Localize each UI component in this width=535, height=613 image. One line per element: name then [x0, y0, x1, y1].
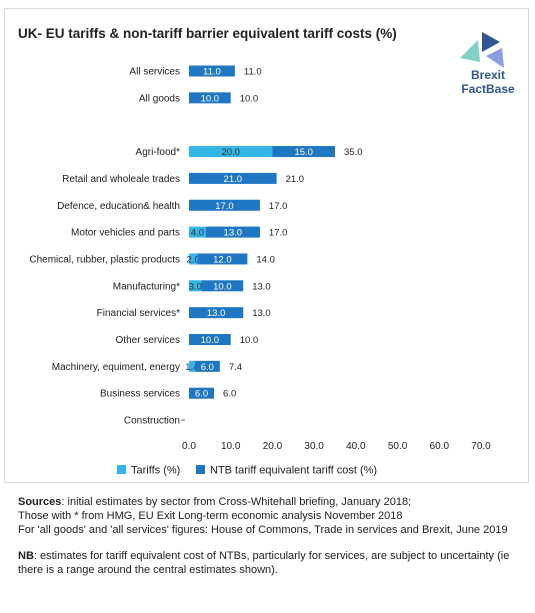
total-label-0: 11.0: [244, 67, 262, 78]
sources-text: : initial estimates by sector from Cross…: [61, 496, 412, 508]
data-label-ntb-tariff-equivalent-tariff-cost-3: 15.0: [294, 147, 313, 158]
x-tick-label-1: 10.0: [221, 441, 241, 452]
total-label-12: 6.0: [223, 389, 236, 400]
bar-tariffs-7: [189, 253, 198, 265]
category-label-all-services: All services: [129, 67, 180, 78]
bar-ntb-tariff-equivalent-tariff-cost-12: [189, 387, 215, 399]
category-label-motor-vehicles-and-parts: Motor vehicles and parts: [71, 228, 180, 239]
nb-text: : estimates for tariff equivalent cost o…: [18, 550, 510, 576]
bar-ntb-tariff-equivalent-tariff-cost-5: [189, 199, 260, 211]
data-label-ntb-tariff-equivalent-tariff-cost-8: 10.0: [213, 281, 232, 292]
x-tick-label-7: 70.0: [471, 441, 491, 452]
data-label-ntb-tariff-equivalent-tariff-cost-5: 17.0: [215, 201, 234, 212]
bar-ntb-tariff-equivalent-tariff-cost-11: [194, 360, 220, 372]
total-label-4: 21.0: [286, 174, 305, 185]
data-label-ntb-tariff-equivalent-tariff-cost-7: 12.0: [213, 254, 232, 265]
bars: 11.0 11.0 10.0 10.0 20.0 15.0 35.0 21.0 21.0 17.0…: [185, 65, 363, 400]
total-label-5: 17.0: [269, 201, 288, 212]
category-labels: All services All goods Agri-food* Retail an…: [29, 67, 185, 427]
logo-line-1: Brexit: [470, 68, 505, 82]
bar-ntb-tariff-equivalent-tariff-cost-8: [201, 280, 244, 292]
data-label-tariffs-8: 3.0: [189, 281, 202, 292]
category-label-retail-and-wholeale-trades: Retail and wholeale trades: [62, 174, 180, 185]
category-label-all-goods: All goods: [139, 93, 180, 104]
legend-label-tariffs: Tariffs (%): [131, 465, 180, 477]
chart-title: UK- EU tariffs & non-tariff barrier equi…: [18, 26, 397, 41]
bar-tariffs-6: [189, 226, 206, 238]
category-label-chemical-rubber-plastic-products: Chemical, rubber, plastic products: [29, 254, 180, 265]
category-label-construction: Construction: [124, 416, 180, 427]
data-label-ntb-tariff-equivalent-tariff-cost-10: 10.0: [201, 335, 220, 346]
category-label-manufacturing: Manufacturing*: [113, 281, 180, 292]
bar-ntb-tariff-equivalent-tariff-cost-6: [205, 226, 260, 238]
source-notes: Sources: initial estimates by sector fro…: [18, 495, 518, 577]
total-label-9: 13.0: [252, 308, 271, 319]
x-tick-label-6: 60.0: [430, 441, 450, 452]
total-label-6: 17.0: [269, 228, 288, 239]
category-label-defence-education-health: Defence, education& health: [57, 201, 180, 212]
x-axis-ticks: 0.0 10.0 20.0 30.0 40.0 50.0 60.0 70.0: [182, 441, 491, 452]
total-label-7: 14.0: [256, 254, 275, 265]
bar-tariffs-3: [189, 146, 273, 158]
data-label-ntb-tariff-equivalent-tariff-cost-4: 21.0: [224, 174, 243, 185]
data-label-ntb-tariff-equivalent-tariff-cost-11: 6.0: [201, 362, 214, 373]
sources-line: Sources: initial estimates by sector fro…: [18, 495, 518, 509]
data-label-tariffs-7: 2.0: [187, 254, 200, 265]
x-tick-label-2: 20.0: [263, 441, 283, 452]
total-label-1: 10.0: [240, 93, 259, 104]
total-label-3: 35.0: [344, 147, 363, 158]
x-tick-label-3: 30.0: [304, 441, 324, 452]
legend-swatch-ntb-tariff-equivalent-tariff-cost: [196, 465, 205, 474]
legend-swatch-tariffs: [117, 465, 126, 474]
data-label-tariffs-3: 20.0: [221, 147, 240, 158]
category-label-other-services: Other services: [116, 335, 180, 346]
data-label-ntb-tariff-equivalent-tariff-cost-9: 13.0: [207, 308, 226, 319]
data-label-tariffs-6: 4.0: [191, 228, 204, 239]
bar-ntb-tariff-equivalent-tariff-cost-0: [189, 65, 235, 77]
x-tick-label-4: 40.0: [346, 441, 366, 452]
data-label-ntb-tariff-equivalent-tariff-cost-0: 11.0: [203, 67, 221, 78]
bar-ntb-tariff-equivalent-tariff-cost-7: [197, 253, 248, 265]
bar-ntb-tariff-equivalent-tariff-cost-1: [189, 92, 231, 104]
data-label-ntb-tariff-equivalent-tariff-cost-12: 6.0: [195, 389, 208, 400]
nb-line: NB: estimates for tariff equivalent cost…: [18, 549, 518, 577]
data-label-ntb-tariff-equivalent-tariff-cost-6: 13.0: [224, 228, 243, 239]
category-label-financial-services: Financial services*: [97, 308, 180, 319]
logo-text: Brexit FactBase: [452, 68, 524, 96]
sources-line-3: For 'all goods' and 'all services' figur…: [18, 524, 508, 536]
x-tick-label-0: 0.0: [182, 441, 196, 452]
x-tick-label-5: 50.0: [388, 441, 408, 452]
sources-line-2: Those with * from HMG, EU Exit Long-term…: [18, 510, 403, 522]
brexit-factbase-logo-icon: [460, 32, 504, 68]
category-label-agri-food: Agri-food*: [136, 147, 181, 158]
bar-ntb-tariff-equivalent-tariff-cost-3: [272, 146, 335, 158]
nb-label: NB: [18, 550, 34, 562]
bar-ntb-tariff-equivalent-tariff-cost-10: [189, 334, 231, 345]
category-label-machinery-equiment-energy: Machinery, equiment, energy: [52, 362, 180, 373]
chart-frame: [4, 8, 529, 483]
data-label-tariffs-11: 1.4: [185, 362, 198, 373]
bar-ntb-tariff-equivalent-tariff-cost-9: [189, 307, 244, 319]
total-label-8: 13.0: [252, 281, 271, 292]
bar-tariffs-11: [189, 360, 195, 372]
data-label-ntb-tariff-equivalent-tariff-cost-1: 10.0: [201, 93, 220, 104]
bar-tariffs-8: [189, 280, 202, 292]
legend: Tariffs (%) NTB tariff equivalent tariff …: [117, 465, 377, 477]
stacked-bar-chart: All services All goods Agri-food* Retail an…: [29, 65, 491, 477]
logo-line-2: FactBase: [461, 82, 515, 96]
total-label-10: 10.0: [240, 335, 259, 346]
legend-label-ntb-tariff-equivalent-tariff-cost: NTB tariff equivalent tariff cost (%): [210, 465, 377, 477]
total-label-11: 7.4: [229, 362, 242, 373]
bar-ntb-tariff-equivalent-tariff-cost-4: [189, 172, 277, 184]
category-label-business-services: Business services: [100, 389, 180, 400]
sources-label: Sources: [18, 496, 62, 508]
